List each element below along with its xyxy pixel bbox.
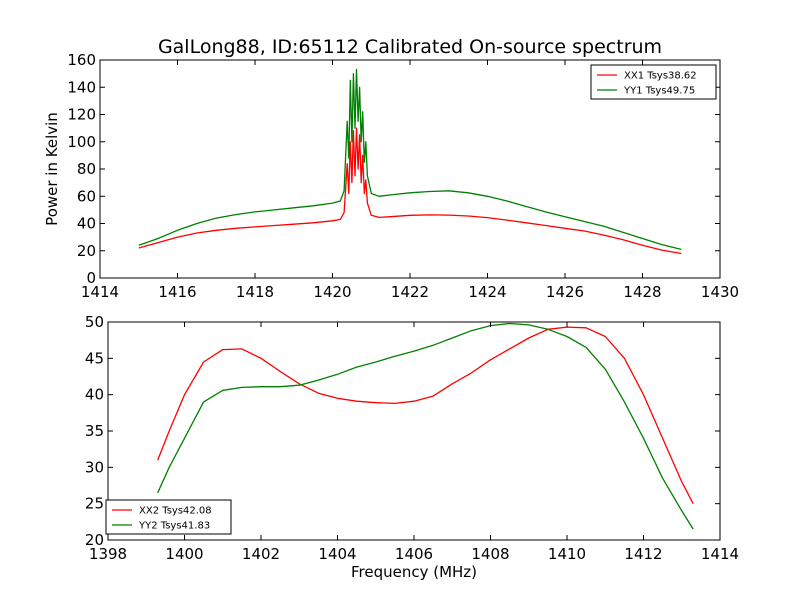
series-line-top-1 bbox=[138, 127, 682, 255]
x-tick-label: 1400 bbox=[165, 545, 203, 563]
y-tick-label: 45 bbox=[85, 349, 104, 367]
y-tick-label: 80 bbox=[77, 160, 96, 178]
x-tick-label: 1416 bbox=[158, 283, 196, 301]
legend-entry: XX1 Tsys38.62 bbox=[624, 71, 697, 82]
x-tick-label: 1410 bbox=[548, 545, 586, 563]
y-tick-label: 30 bbox=[85, 458, 104, 476]
y-axis-label: Power in Kelvin bbox=[43, 112, 61, 226]
x-tick-label: 1430 bbox=[701, 283, 739, 301]
bottom-panel: 1398 1400 1402 1404 1406 1408 1410 1412 1414 20 25… bbox=[85, 313, 739, 581]
y-tick-label: 100 bbox=[67, 133, 96, 151]
y-tick-label: 140 bbox=[67, 78, 96, 96]
x-tick-label: 1422 bbox=[391, 283, 429, 301]
legend-box bbox=[105, 499, 232, 535]
x-tick-label: 1424 bbox=[468, 283, 506, 301]
x-tick-label: 1404 bbox=[318, 545, 356, 563]
series-line-bottom-2 bbox=[157, 322, 694, 530]
y-tick-label: 160 bbox=[67, 51, 96, 69]
legend-entry: YY1 Tsys49.75 bbox=[623, 86, 695, 97]
y-tick-label: 20 bbox=[85, 531, 104, 549]
y-tick-label: 60 bbox=[77, 187, 96, 205]
y-tick-label: 25 bbox=[85, 495, 104, 513]
legend-entry: YY2 Tsys41.83 bbox=[138, 521, 210, 532]
legend-entry: XX2 Tsys42.08 bbox=[139, 506, 212, 517]
x-tick-label: 1418 bbox=[236, 283, 274, 301]
x-tick-label: 1398 bbox=[89, 545, 127, 563]
series-line-top-2 bbox=[138, 68, 682, 251]
x-tick-label: 1414 bbox=[701, 545, 739, 563]
legend: XX2 Tsys42.08 YY2 Tsys41.83 bbox=[105, 499, 232, 535]
legend-box bbox=[590, 64, 717, 100]
y-tick-label: 40 bbox=[77, 215, 96, 233]
x-tick-label: 1414 bbox=[81, 283, 119, 301]
y-tick-label: 120 bbox=[67, 106, 96, 124]
y-tick-label: 50 bbox=[85, 313, 104, 331]
x-tick-label: 1402 bbox=[242, 545, 280, 563]
x-tick-label: 1408 bbox=[471, 545, 509, 563]
x-tick-label: 1428 bbox=[623, 283, 661, 301]
x-tick-label: 1412 bbox=[624, 545, 662, 563]
legend: XX1 Tsys38.62 YY1 Tsys49.75 bbox=[590, 64, 717, 100]
x-tick-label: 1406 bbox=[395, 545, 433, 563]
x-tick-label: 1426 bbox=[546, 283, 584, 301]
top-panel: 1414 1416 1418 1420 1422 1424 1426 1428 1430 0 20 4… bbox=[43, 51, 739, 301]
y-tick-label: 20 bbox=[77, 242, 96, 260]
y-tick-label: 0 bbox=[86, 269, 96, 287]
y-tick-label: 40 bbox=[85, 386, 104, 404]
y-tick-label: 35 bbox=[85, 422, 104, 440]
x-axis-label: Frequency (MHz) bbox=[351, 563, 477, 581]
x-tick-label: 1420 bbox=[313, 283, 351, 301]
chart-title: GalLong88, ID:65112 Calibrated On-source… bbox=[158, 36, 662, 58]
series-line-bottom-1 bbox=[157, 326, 694, 505]
